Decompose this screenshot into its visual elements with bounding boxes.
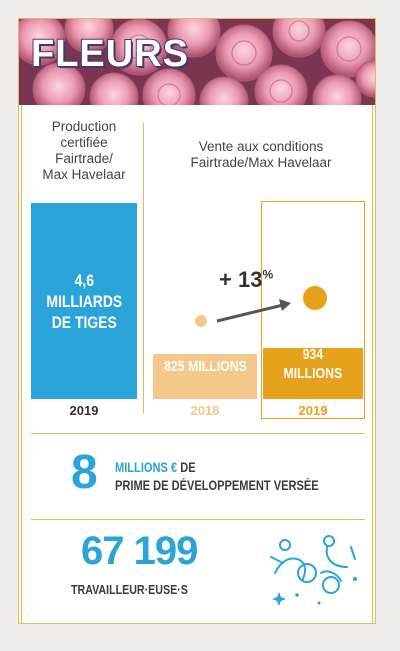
workers-number: 67 199 bbox=[81, 529, 198, 573]
growth-value: + 13 bbox=[219, 267, 263, 292]
bar-2018 bbox=[153, 354, 257, 399]
dot-2019 bbox=[303, 286, 327, 310]
growth-graphic bbox=[195, 286, 327, 327]
production-header-line: Production bbox=[51, 119, 117, 134]
banner-title: FLEURS bbox=[30, 32, 189, 76]
divider-line bbox=[31, 519, 365, 520]
growth-arrow-line bbox=[216, 303, 284, 323]
divider-line bbox=[31, 433, 365, 434]
roses-banner: FLEURS bbox=[19, 19, 375, 105]
production-bar: 4,6 MILLIARDS DE TIGES bbox=[31, 203, 137, 399]
roses-image bbox=[19, 19, 375, 105]
prime-connector: DE bbox=[177, 460, 196, 475]
production-unit: MILLIARDS bbox=[46, 291, 122, 311]
production-header-line: Max Havelaar bbox=[42, 167, 126, 182]
production-header: Production certifiée Fairtrade/ Max Have… bbox=[29, 119, 139, 183]
prime-description: PRIME DE DÉVELOPPEMENT VERSÉE bbox=[115, 478, 319, 493]
production-year: 2019 bbox=[69, 403, 99, 418]
sales-header: Vente aux conditions Fairtrade/Max Havel… bbox=[157, 139, 365, 171]
prime-number: 8 bbox=[71, 446, 98, 499]
production-value: 4,6 bbox=[74, 270, 94, 290]
bar-2019-value: 934 bbox=[302, 346, 324, 363]
growth-percent-sign: % bbox=[262, 267, 274, 282]
column-divider bbox=[143, 123, 144, 413]
year-2018-label: 2018 bbox=[190, 403, 220, 418]
year-2019-label: 2019 bbox=[298, 403, 328, 418]
infographic-card: FLEURS Production certifiée Fairtrade/ M… bbox=[18, 18, 376, 624]
workers-people-icon bbox=[270, 535, 357, 606]
production-header-line: certifiée bbox=[60, 135, 108, 150]
bar-2018-label: 825 MILLIONS bbox=[151, 357, 259, 376]
workers-label-wrap: TRAVAILLEUR·EUSE·S bbox=[71, 581, 214, 599]
dot-2018 bbox=[195, 315, 207, 327]
growth-label: + 13% bbox=[219, 267, 273, 293]
sales-header-line: Fairtrade/Max Havelaar bbox=[190, 155, 332, 170]
bar-2019 bbox=[263, 348, 363, 399]
bar-2019-label: 934 MILLIONS bbox=[263, 345, 363, 383]
production-unit: DE TIGES bbox=[51, 312, 117, 332]
content-frame bbox=[21, 105, 373, 623]
production-header-line: Fairtrade/ bbox=[55, 151, 113, 166]
workers-label: TRAVAILLEUR·EUSE·S bbox=[71, 582, 188, 597]
prime-unit: MILLIONS € bbox=[115, 460, 178, 475]
sales-header-line: Vente aux conditions bbox=[198, 139, 324, 154]
growth-arrow-head bbox=[279, 299, 291, 311]
bar-2019-unit: MILLIONS bbox=[283, 365, 343, 382]
bar-2018-value: 825 MILLIONS bbox=[163, 358, 247, 375]
prime-text: MILLIONS € DE PRIME DE DÉVELOPPEMENT VER… bbox=[115, 459, 363, 495]
